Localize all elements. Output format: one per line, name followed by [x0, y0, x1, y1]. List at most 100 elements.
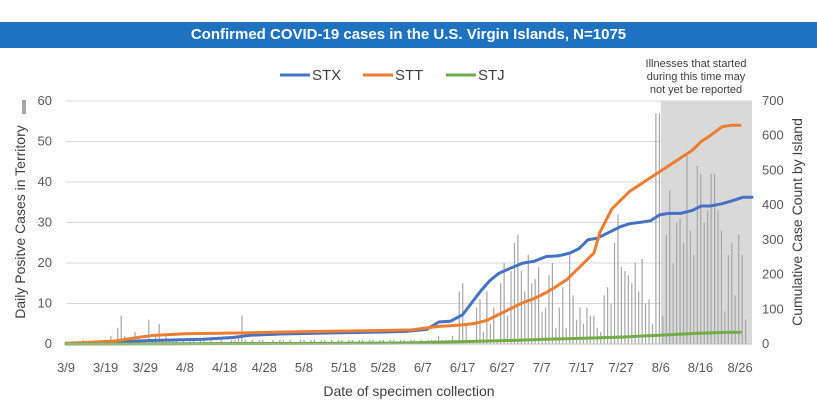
daily-case-bar — [262, 339, 264, 344]
daily-case-bar — [589, 315, 591, 344]
daily-case-bar — [575, 319, 578, 344]
legend-label-stt: STT — [395, 67, 423, 84]
daily-case-bar — [582, 323, 585, 344]
x-tick-label: 6/27 — [490, 360, 515, 375]
x-tick-label: 5/28 — [371, 360, 396, 375]
daily-case-bar — [720, 230, 723, 344]
daily-case-bar — [513, 242, 516, 344]
daily-case-bar — [168, 339, 171, 344]
y-left-tick-label: 0 — [45, 336, 52, 351]
daily-case-bar — [727, 254, 729, 344]
daily-case-bar — [593, 315, 595, 344]
x-tick-label: 7/27 — [608, 360, 633, 375]
daily-case-bar — [631, 283, 633, 344]
daily-case-bar — [572, 295, 574, 344]
daily-case-bar — [689, 230, 692, 344]
daily-case-bar — [506, 315, 509, 344]
y-right-tick-label: 700 — [762, 93, 784, 108]
y-right-tick-label: 600 — [762, 128, 784, 143]
daily-case-bar — [717, 210, 719, 344]
daily-case-bar — [237, 335, 240, 344]
x-tick-label: 7/17 — [569, 360, 594, 375]
daily-case-bar — [241, 315, 243, 344]
y-right-axis-title: Cumulative Case Count by Island — [789, 118, 805, 326]
x-tick-label: 8/6 — [652, 360, 670, 375]
y-right-tick-label: 0 — [762, 336, 769, 351]
x-tick-label: 6/7 — [414, 360, 432, 375]
daily-case-bar — [465, 323, 467, 344]
daily-case-bar — [486, 291, 488, 344]
y-left-tick-label: 10 — [38, 296, 52, 311]
daily-case-bar — [617, 214, 619, 344]
annotation-text-line: Illnesses that started — [646, 58, 747, 70]
daily-case-bar — [437, 335, 440, 344]
x-tick-label: 5/8 — [295, 360, 313, 375]
daily-case-bar — [189, 339, 191, 344]
daily-case-bar — [148, 319, 150, 344]
y-right-tick-label: 400 — [762, 197, 784, 212]
x-tick-label: 4/18 — [212, 360, 237, 375]
series-line-stx — [64, 195, 754, 345]
chart-title: Confirmed COVID-19 cases in the U.S. Vir… — [190, 26, 627, 43]
daily-case-bar — [741, 254, 743, 344]
daily-case-bar — [620, 267, 623, 344]
daily-case-bar — [244, 339, 246, 344]
x-tick-label: 5/18 — [331, 360, 356, 375]
daily-case-bar — [524, 291, 526, 344]
annotation-text-line: during this time may — [647, 71, 746, 83]
daily-case-bar — [700, 173, 702, 344]
daily-case-bar — [203, 339, 205, 344]
daily-case-bar — [731, 242, 733, 344]
daily-case-bar — [251, 339, 253, 344]
daily-case-bar — [586, 307, 588, 344]
daily-case-bar — [120, 315, 122, 344]
series-line-stt — [64, 123, 742, 345]
daily-case-bar — [151, 339, 153, 344]
daily-case-bar — [475, 307, 478, 344]
daily-case-bar — [686, 153, 688, 344]
daily-case-bar — [607, 287, 609, 344]
daily-case-bar — [161, 339, 164, 344]
daily-case-bar — [562, 287, 564, 344]
y-right-tick-label: 200 — [762, 267, 784, 282]
daily-case-bar — [655, 113, 657, 345]
daily-case-bar — [665, 234, 667, 344]
y-left-tick-label: 30 — [38, 215, 52, 230]
daily-case-bar — [638, 291, 640, 344]
x-tick-label: 7/7 — [533, 360, 551, 375]
daily-case-bar — [544, 307, 547, 344]
x-tick-label: 8/26 — [727, 360, 752, 375]
x-tick-label: 6/17 — [450, 360, 475, 375]
daily-case-bar — [565, 327, 567, 344]
daily-case-bar — [596, 327, 598, 344]
x-tick-label: 3/19 — [93, 360, 118, 375]
daily-case-bar — [651, 323, 654, 344]
daily-case-bar — [613, 242, 616, 344]
series-line-stj — [64, 330, 742, 346]
daily-case-bar — [451, 335, 453, 344]
bar-legend-marker — [22, 100, 26, 114]
daily-case-bar — [230, 339, 233, 344]
y-right-tick-label: 500 — [762, 162, 784, 177]
daily-case-bar — [679, 218, 681, 344]
daily-case-bar — [658, 113, 660, 345]
daily-case-bar — [579, 307, 581, 344]
y-left-tick-label: 40 — [38, 174, 52, 189]
daily-case-bar — [555, 327, 557, 344]
legend-label-stx: STX — [312, 67, 341, 84]
y-right-tick-label: 300 — [762, 232, 784, 247]
daily-case-bar — [703, 222, 705, 344]
y-left-axis-title: Daily Positve Cases in Territory — [12, 125, 28, 318]
y-left-tick-label: 20 — [38, 255, 52, 270]
daily-case-bar — [482, 331, 485, 344]
daily-case-bar — [531, 283, 533, 344]
daily-case-bar — [210, 339, 212, 344]
x-axis-title: Date of specimen collection — [323, 383, 494, 399]
daily-case-bar — [676, 222, 678, 344]
x-tick-label: 3/9 — [57, 360, 75, 375]
daily-case-bar — [258, 339, 260, 344]
daily-case-bar — [538, 267, 540, 344]
daily-case-bar — [172, 339, 174, 344]
daily-case-bar — [517, 234, 519, 344]
